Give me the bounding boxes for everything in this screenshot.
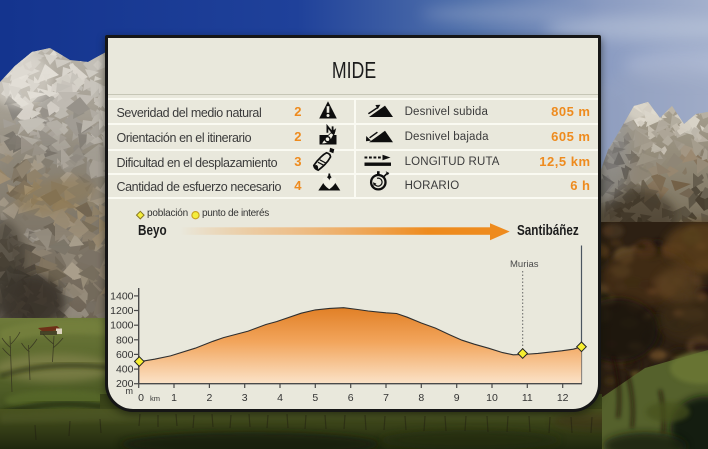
svg-text:6: 6: [348, 392, 354, 404]
svg-text:0: 0: [138, 392, 144, 404]
svg-text:1400: 1400: [110, 291, 134, 303]
svg-text:800: 800: [116, 334, 134, 346]
svg-text:5: 5: [312, 392, 318, 404]
svg-text:11: 11: [522, 392, 533, 404]
svg-text:1: 1: [171, 392, 177, 404]
svg-text:8: 8: [418, 392, 424, 404]
svg-text:7: 7: [383, 392, 389, 404]
svg-text:2: 2: [206, 392, 212, 404]
svg-text:1000: 1000: [110, 320, 134, 332]
svg-text:3: 3: [242, 392, 248, 404]
svg-text:1200: 1200: [110, 305, 134, 317]
svg-text:400: 400: [116, 364, 134, 376]
svg-text:m: m: [126, 386, 134, 396]
svg-text:9: 9: [454, 392, 460, 404]
svg-text:12: 12: [557, 392, 569, 404]
svg-text:km: km: [150, 394, 160, 403]
svg-text:10: 10: [486, 392, 498, 404]
svg-text:600: 600: [116, 349, 134, 361]
svg-text:200: 200: [116, 378, 134, 390]
svg-text:4: 4: [277, 392, 283, 404]
